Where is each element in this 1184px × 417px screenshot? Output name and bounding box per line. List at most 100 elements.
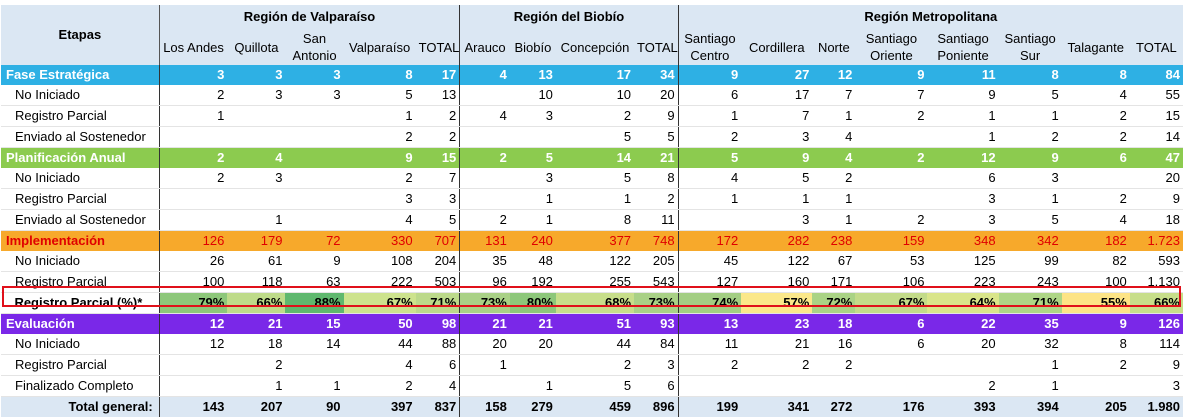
table-cell: 4 bbox=[678, 168, 741, 189]
row-label: Enviado al Sostenedor bbox=[1, 210, 159, 231]
table-cell: 5 bbox=[999, 85, 1062, 106]
table-cell bbox=[927, 355, 998, 376]
table-cell: 99 bbox=[999, 251, 1062, 272]
table-cell: 9 bbox=[1130, 355, 1183, 376]
table-cell: 7 bbox=[741, 106, 812, 127]
row-label: No Iniciado bbox=[1, 334, 159, 355]
table-cell: 80% bbox=[510, 293, 556, 314]
table-cell bbox=[159, 210, 227, 231]
table-cell: 84 bbox=[634, 334, 678, 355]
table-cell: 5 bbox=[416, 210, 460, 231]
table-cell bbox=[159, 376, 227, 397]
table-cell: 26 bbox=[159, 251, 227, 272]
table-cell: 15 bbox=[285, 314, 343, 335]
table-cell: 44 bbox=[556, 334, 634, 355]
table-cell: 13 bbox=[416, 85, 460, 106]
row-label: Registro Parcial bbox=[1, 189, 159, 210]
table-cell: 1 bbox=[999, 106, 1062, 127]
table-cell bbox=[460, 189, 510, 210]
table-cell: 1.723 bbox=[1130, 231, 1183, 252]
table-cell: 12 bbox=[159, 314, 227, 335]
table-cell: 21 bbox=[460, 314, 510, 335]
table-cell: 5 bbox=[678, 148, 741, 169]
table-cell: 330 bbox=[344, 231, 416, 252]
table-cell bbox=[855, 127, 927, 148]
table-cell bbox=[855, 376, 927, 397]
table-cell: 1 bbox=[285, 376, 343, 397]
table-cell: 6 bbox=[927, 168, 998, 189]
row-label: Registro Parcial bbox=[1, 272, 159, 293]
row-label: No Iniciado bbox=[1, 85, 159, 106]
table-cell: 748 bbox=[634, 231, 678, 252]
table-cell: 6 bbox=[678, 85, 741, 106]
table-cell: 2 bbox=[1062, 106, 1130, 127]
table-cell bbox=[510, 127, 556, 148]
table-cell: 64% bbox=[927, 293, 998, 314]
region-valparaiso-header: Región de Valparaíso bbox=[159, 5, 460, 29]
table-cell: 3 bbox=[285, 85, 343, 106]
table-cell: 204 bbox=[416, 251, 460, 272]
table-cell: 127 bbox=[678, 272, 741, 293]
column-header: Norte bbox=[812, 29, 855, 65]
table-cell: 172 bbox=[678, 231, 741, 252]
table-cell bbox=[159, 355, 227, 376]
table-cell: 2 bbox=[741, 355, 812, 376]
table-cell: 9 bbox=[855, 65, 927, 85]
table-cell bbox=[285, 127, 343, 148]
table-cell: 20 bbox=[634, 85, 678, 106]
table-cell: 6 bbox=[634, 376, 678, 397]
table-cell: 8 bbox=[1062, 65, 1130, 85]
column-header: Biobío bbox=[510, 29, 556, 65]
table-cell: 243 bbox=[999, 272, 1062, 293]
table-cell: 118 bbox=[227, 272, 285, 293]
row-label: Registro Parcial bbox=[1, 355, 159, 376]
table-cell: 2 bbox=[344, 168, 416, 189]
table-cell: 707 bbox=[416, 231, 460, 252]
table-cell: 2 bbox=[678, 355, 741, 376]
table-cell: 35 bbox=[460, 251, 510, 272]
table-cell: 35 bbox=[999, 314, 1062, 335]
table-cell: 4 bbox=[460, 65, 510, 85]
table-cell: 2 bbox=[416, 127, 460, 148]
table-cell: 51 bbox=[556, 314, 634, 335]
table-cell: 3 bbox=[227, 168, 285, 189]
table-cell: 5 bbox=[741, 168, 812, 189]
table-cell: 50 bbox=[344, 314, 416, 335]
table-cell: 2 bbox=[1062, 127, 1130, 148]
column-header: TOTAL bbox=[416, 29, 460, 65]
table-cell bbox=[227, 189, 285, 210]
table-cell: 238 bbox=[812, 231, 855, 252]
column-header: Concepción bbox=[556, 29, 634, 65]
table-cell: 10 bbox=[556, 85, 634, 106]
table-cell: 2 bbox=[1062, 189, 1130, 210]
table-cell: 21 bbox=[227, 314, 285, 335]
table-cell: 13 bbox=[510, 65, 556, 85]
table-cell: 179 bbox=[227, 231, 285, 252]
table-cell: 11 bbox=[678, 334, 741, 355]
table-cell: 543 bbox=[634, 272, 678, 293]
table-cell: 1 bbox=[927, 127, 998, 148]
table-cell: 7 bbox=[812, 85, 855, 106]
table-cell: 14 bbox=[1130, 127, 1183, 148]
column-header: Los Andes bbox=[159, 29, 227, 65]
table-cell: 3 bbox=[227, 65, 285, 85]
row-label: Planificación Anual bbox=[1, 148, 159, 169]
table-cell bbox=[855, 189, 927, 210]
column-header: Talagante bbox=[1062, 29, 1130, 65]
table-cell: 66% bbox=[1130, 293, 1183, 314]
table-cell bbox=[855, 168, 927, 189]
table-cell: 1 bbox=[927, 106, 998, 127]
table-cell: 9 bbox=[634, 106, 678, 127]
table-cell bbox=[460, 168, 510, 189]
table-cell: 4 bbox=[344, 210, 416, 231]
region-metropolitana-header: Región Metropolitana bbox=[678, 5, 1183, 29]
table-cell: 67% bbox=[344, 293, 416, 314]
table-cell: 9 bbox=[344, 148, 416, 169]
table-cell: 9 bbox=[999, 148, 1062, 169]
table-cell: 9 bbox=[1130, 189, 1183, 210]
